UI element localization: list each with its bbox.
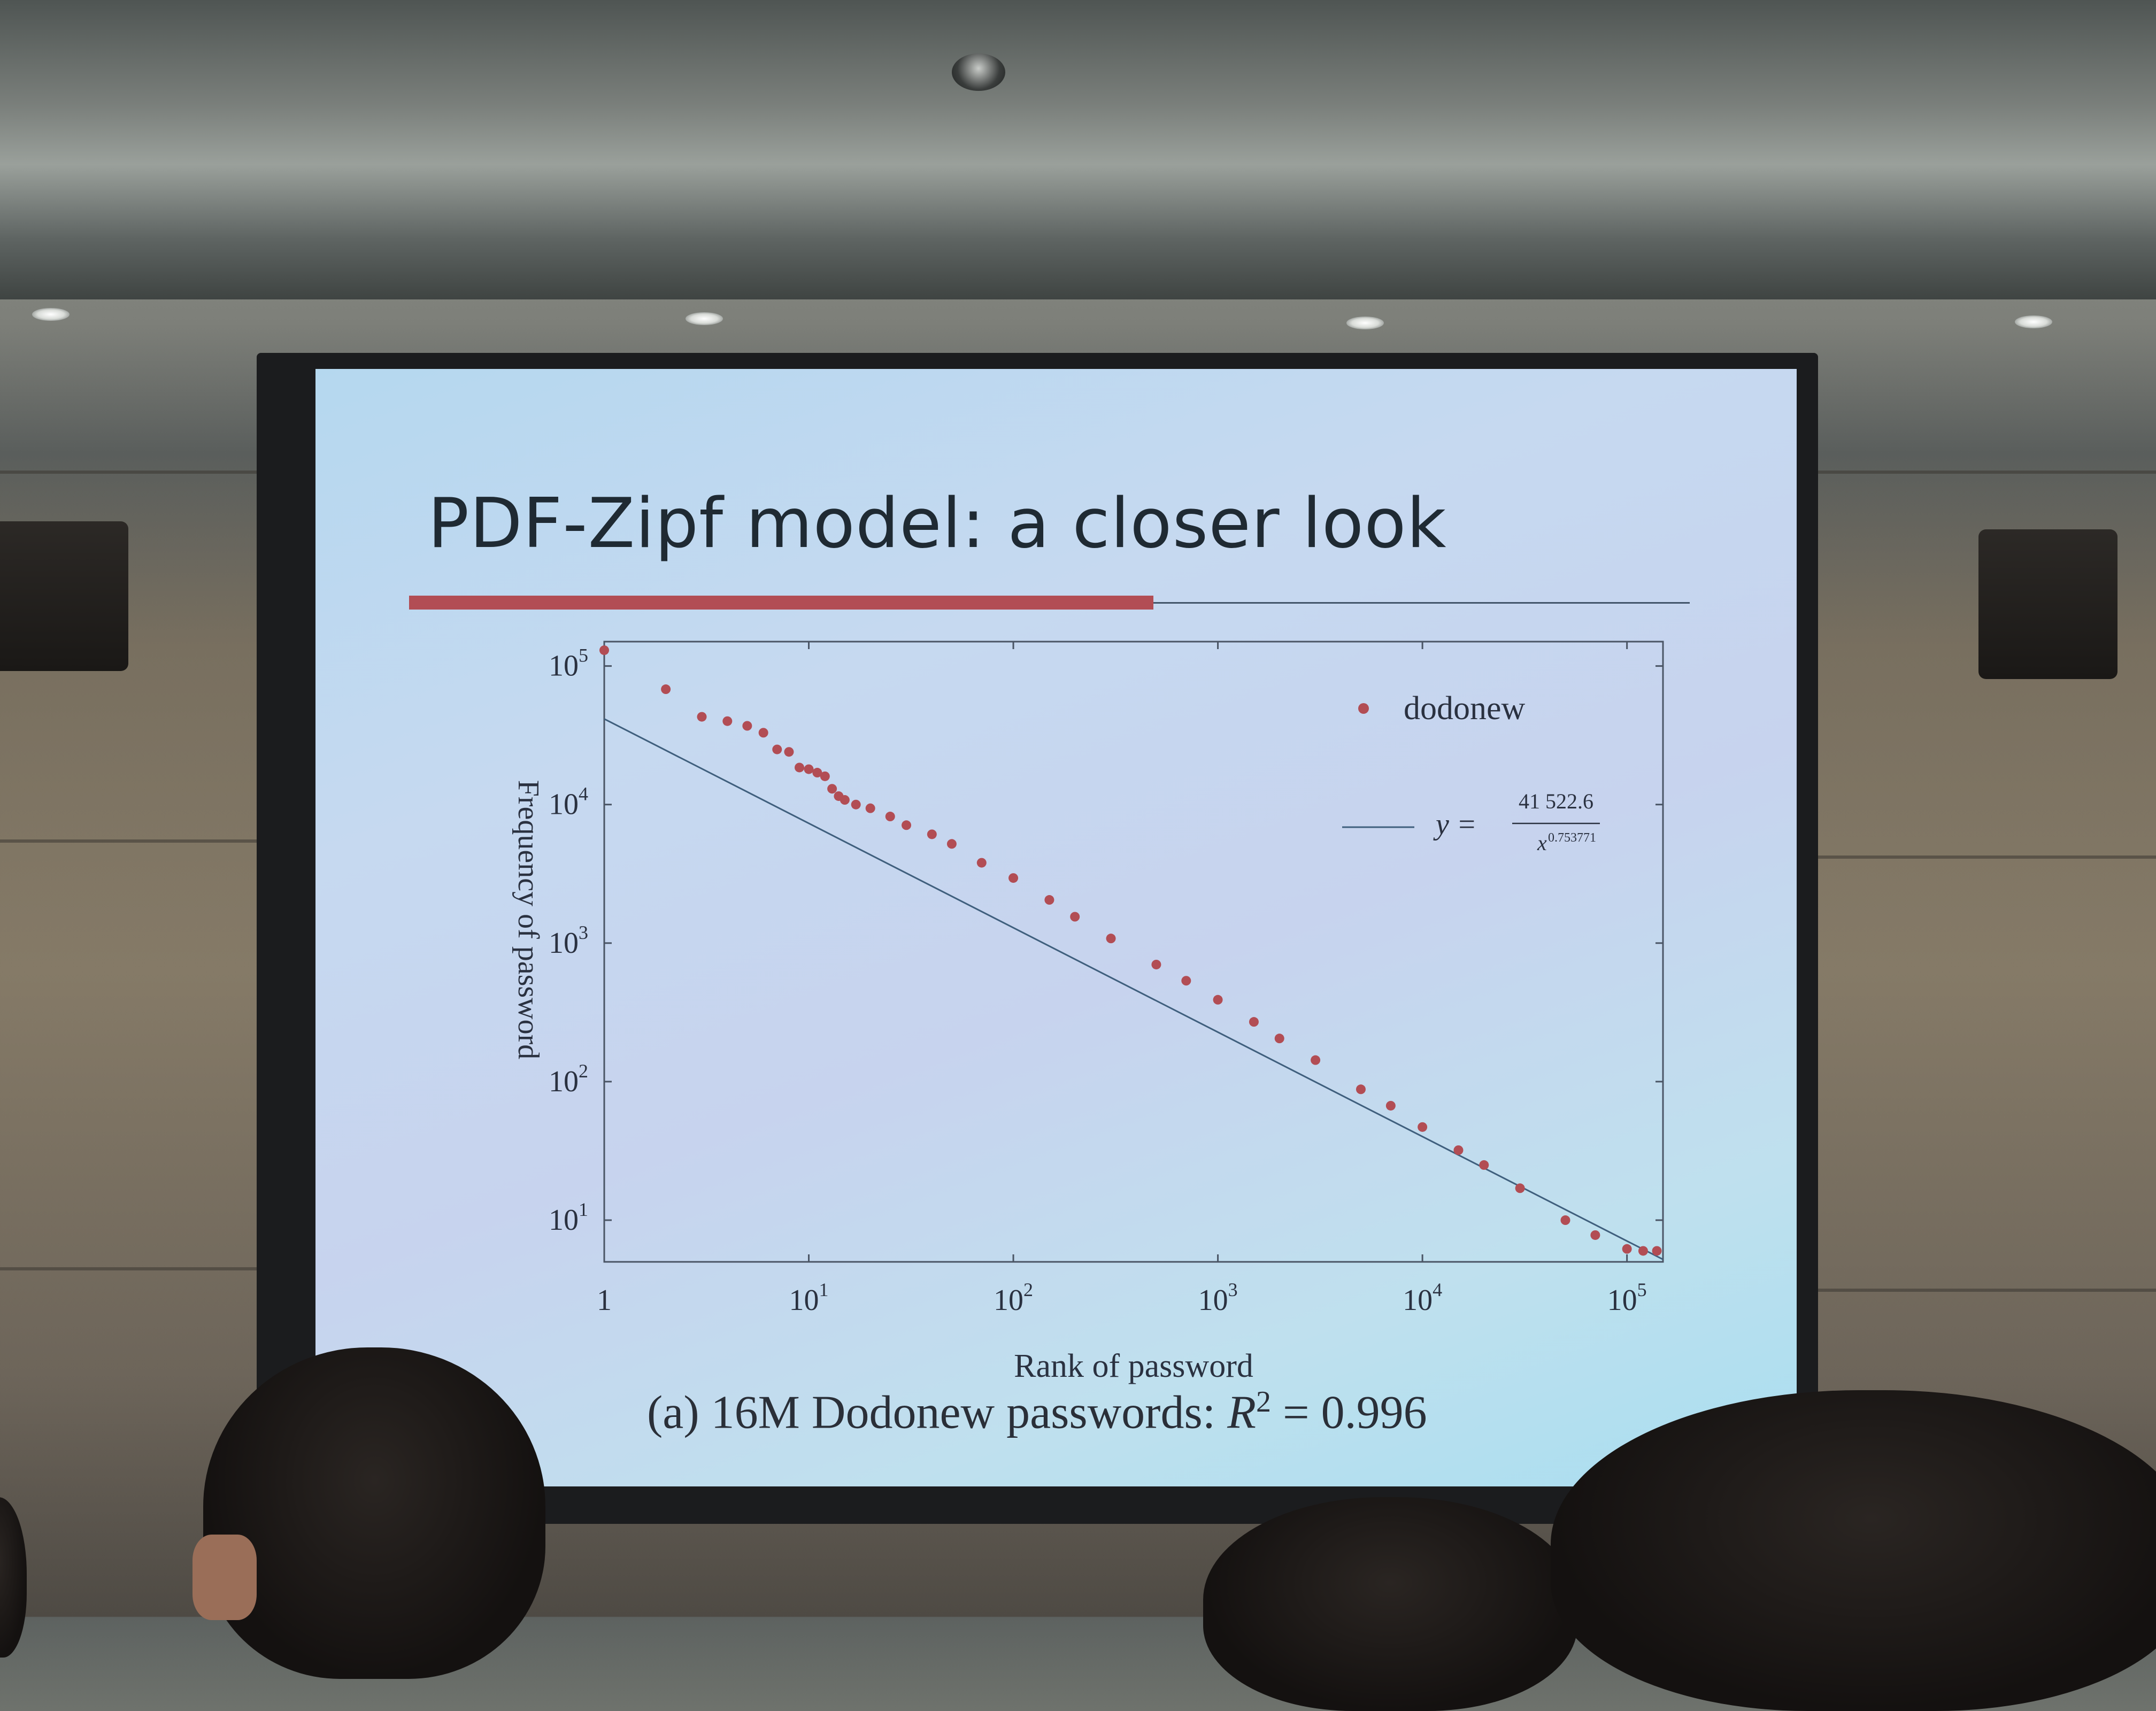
- wall-speaker-right: [1978, 529, 2118, 679]
- legend-fit-denominator-exponent: 0.753771: [1548, 831, 1596, 845]
- data-point: [697, 712, 707, 722]
- ceiling-light: [2015, 315, 2052, 328]
- x-axis-label: Rank of password: [1014, 1348, 1253, 1384]
- plot-frame: [603, 641, 1664, 1263]
- data-point: [772, 744, 782, 754]
- x-tick-label: 102: [994, 1279, 1033, 1317]
- ceiling-light: [32, 308, 70, 321]
- legend-fit-denominator-base: x: [1537, 831, 1547, 855]
- data-point: [1274, 1034, 1284, 1044]
- slide-title: PDF-Zipf model: a closer look: [428, 484, 1447, 564]
- wall-speaker-left: [0, 521, 128, 671]
- data-point: [1044, 895, 1054, 905]
- y-tick-label: 103: [549, 922, 588, 960]
- ceiling: [0, 0, 2156, 299]
- wall-seam: [0, 839, 257, 843]
- data-point: [812, 768, 822, 778]
- legend-dot-marker: [1358, 703, 1369, 714]
- figure-caption: (a) 16M Dodonew passwords: R2 = 0.996: [647, 1385, 1427, 1439]
- data-point: [1311, 1055, 1321, 1065]
- data-point: [784, 747, 794, 757]
- data-point: [1213, 995, 1223, 1005]
- data-point: [1652, 1246, 1662, 1256]
- data-point: [1638, 1246, 1648, 1256]
- x-tick-label: 105: [1607, 1279, 1647, 1317]
- data-point: [1070, 912, 1080, 922]
- ceiling-light: [1346, 317, 1384, 329]
- title-underline-accent: [409, 596, 1153, 610]
- data-point: [1008, 873, 1019, 883]
- x-tick-label: 104: [1403, 1279, 1442, 1317]
- wall-seam: [0, 471, 257, 474]
- data-point: [758, 728, 768, 738]
- legend-fit-lhs: y =: [1433, 808, 1477, 841]
- y-tick-label: 102: [549, 1060, 588, 1098]
- y-tick-label: 101: [549, 1199, 588, 1237]
- data-point: [1249, 1017, 1259, 1027]
- data-point: [1560, 1215, 1570, 1226]
- data-point: [661, 684, 671, 695]
- data-point: [1515, 1183, 1525, 1193]
- data-point: [1106, 934, 1116, 944]
- data-point: [902, 820, 912, 830]
- data-point: [1181, 976, 1191, 986]
- data-point: [840, 795, 850, 805]
- x-tick-label: 1: [597, 1284, 612, 1317]
- data-point: [1622, 1244, 1632, 1254]
- data-point: [1385, 1100, 1396, 1111]
- data-point: [851, 799, 861, 810]
- data-point: [599, 645, 609, 656]
- ceiling-light: [686, 312, 723, 325]
- title-underline-rule: [1153, 602, 1690, 604]
- legend-points-label: dodonew: [1404, 690, 1526, 727]
- data-point: [885, 812, 895, 822]
- zipf-chart: 1 101 102 103 104 105 101 102 103 104 105 Rank of…: [512, 641, 1664, 1384]
- legend-fit-numerator: 41 522.6: [1519, 789, 1593, 813]
- audience-head: [1203, 1497, 1577, 1711]
- data-point: [795, 762, 805, 773]
- x-tick-label: 103: [1198, 1279, 1238, 1317]
- caption-r2-value: = 0.996: [1270, 1386, 1427, 1439]
- data-point: [742, 721, 752, 731]
- data-point: [820, 771, 830, 781]
- wall-seam: [1818, 471, 2156, 474]
- data-point: [946, 839, 957, 849]
- data-point: [804, 764, 814, 774]
- audience-head: [203, 1347, 545, 1679]
- y-tick-label: 105: [549, 645, 588, 683]
- data-point: [1418, 1122, 1428, 1132]
- audience-head: [1551, 1390, 2156, 1711]
- data-point: [827, 784, 837, 794]
- y-tick-label: 104: [549, 783, 588, 821]
- data-points: [599, 645, 1662, 1256]
- legend: dodonew y = 41 522.6 x 0.753771: [1342, 690, 1600, 855]
- x-axis-ticks: 1 101 102 103 104 105: [597, 642, 1647, 1317]
- data-point: [1356, 1084, 1366, 1095]
- wall-seam: [0, 1267, 257, 1270]
- data-point: [1590, 1230, 1600, 1240]
- caption-r2-exponent: 2: [1256, 1385, 1271, 1419]
- caption-r2-symbol: R: [1227, 1386, 1256, 1439]
- wall-seam: [1818, 1289, 2156, 1292]
- data-point: [1479, 1160, 1489, 1170]
- wall-seam: [1818, 856, 2156, 859]
- y-axis-label: Frequency of password: [512, 780, 545, 1060]
- data-point: [1453, 1145, 1464, 1155]
- data-point: [976, 858, 987, 868]
- audience-head: [0, 1497, 27, 1658]
- fit-line: [604, 718, 1664, 1260]
- data-point: [927, 829, 937, 839]
- y-axis-ticks: 101 102 103 104 105: [549, 645, 1663, 1237]
- data-point: [722, 716, 733, 726]
- slide: PDF-Zipf model: a closer look 1 101 102 103…: [315, 369, 1797, 1486]
- caption-prefix: (a) 16M Dodonew passwords:: [647, 1386, 1228, 1439]
- data-point: [865, 803, 875, 813]
- ceiling-camera: [952, 53, 1005, 91]
- data-point: [1151, 959, 1161, 969]
- audience-ear: [192, 1535, 257, 1620]
- x-tick-label: 101: [789, 1279, 829, 1317]
